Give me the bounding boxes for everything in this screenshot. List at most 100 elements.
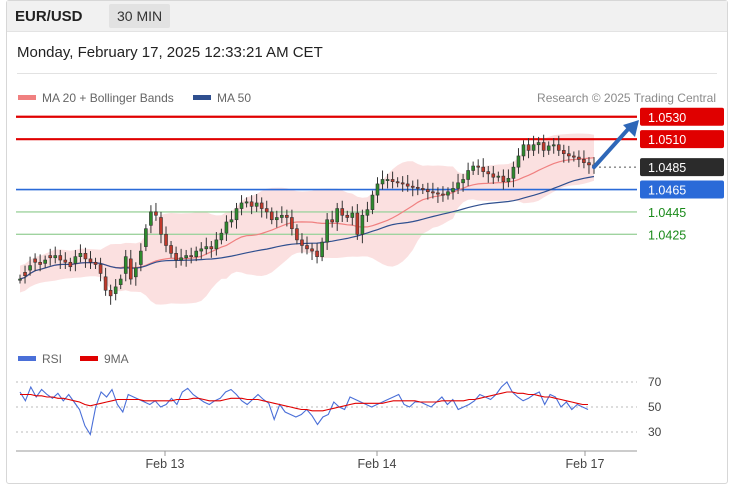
candle-body bbox=[390, 179, 395, 182]
level-box-1.0485 bbox=[640, 158, 724, 177]
candle-body bbox=[254, 202, 259, 207]
candle-body bbox=[335, 208, 340, 223]
legend-label-ma20: MA 20 + Bollinger Bands bbox=[42, 91, 174, 105]
candle-body bbox=[536, 142, 541, 146]
candle-body bbox=[466, 170, 470, 180]
legend-label-9ma: 9MA bbox=[104, 352, 129, 366]
x-tick-Feb 14: Feb 14 bbox=[358, 457, 397, 471]
candle-body bbox=[516, 155, 521, 168]
currency-pair: EUR/USD bbox=[15, 8, 83, 25]
candle-body bbox=[118, 278, 123, 285]
candle-body bbox=[98, 264, 103, 274]
rsi-tick-50: 50 bbox=[648, 400, 662, 414]
candle-body bbox=[280, 214, 284, 218]
candle-body bbox=[551, 144, 556, 147]
candle-body bbox=[159, 217, 163, 235]
candle-body bbox=[486, 171, 491, 175]
candle-body bbox=[108, 289, 113, 297]
candle-body bbox=[139, 250, 143, 265]
candle-body bbox=[209, 246, 214, 250]
divider bbox=[17, 73, 717, 74]
candle-body bbox=[421, 188, 425, 190]
candle-body bbox=[295, 228, 299, 241]
candle-body bbox=[154, 211, 158, 216]
candle-body bbox=[360, 214, 365, 235]
candle-body bbox=[572, 155, 576, 158]
candle-body bbox=[194, 250, 199, 257]
candle-body bbox=[587, 162, 591, 166]
level-label-1.0465: 1.0465 bbox=[648, 184, 686, 198]
chart-header: EUR/USD 30 MIN bbox=[7, 1, 727, 32]
candle-body bbox=[93, 261, 98, 265]
candle-body bbox=[28, 265, 32, 271]
candle-body bbox=[380, 179, 385, 185]
x-tick-Feb 13: Feb 13 bbox=[146, 457, 185, 471]
candle-body bbox=[214, 239, 219, 250]
candle-body bbox=[567, 153, 571, 157]
candle-body bbox=[189, 255, 193, 258]
candle-body bbox=[259, 202, 264, 209]
candle-body bbox=[561, 150, 566, 155]
candle-body bbox=[395, 181, 400, 184]
candle-body bbox=[83, 253, 88, 260]
level-label-1.0445: 1.0445 bbox=[648, 206, 686, 220]
candle-body bbox=[355, 212, 360, 235]
candle-body bbox=[18, 278, 22, 281]
bollinger-bands bbox=[20, 133, 594, 305]
rsi-ma-line bbox=[20, 391, 588, 412]
candle-body bbox=[370, 194, 375, 210]
candle-body bbox=[239, 202, 244, 209]
level-label-1.0530: 1.0530 bbox=[648, 111, 686, 125]
candle-body bbox=[43, 259, 47, 264]
candle-body bbox=[320, 241, 324, 257]
legend-label-ma50: MA 50 bbox=[217, 91, 251, 105]
candle-body bbox=[506, 178, 511, 182]
candle-body bbox=[310, 248, 314, 252]
candle-body bbox=[63, 259, 68, 263]
timeframe-button[interactable]: 30 MIN bbox=[109, 4, 171, 28]
bollinger-band-area bbox=[20, 133, 594, 305]
legend-label-rsi: RSI bbox=[42, 352, 62, 366]
candle-body bbox=[199, 248, 204, 252]
candle-body bbox=[128, 258, 133, 280]
candle-body bbox=[234, 208, 239, 221]
candle-body bbox=[441, 193, 445, 196]
rsi-tick-70: 70 bbox=[648, 375, 662, 389]
candle-body bbox=[476, 165, 480, 168]
candle-body bbox=[274, 217, 279, 221]
candle-body bbox=[400, 182, 405, 185]
candle-body bbox=[58, 255, 63, 261]
candle-body bbox=[285, 214, 289, 218]
candle-body bbox=[78, 253, 83, 257]
rsi-panel: 70 50 30 RSI 9MA bbox=[16, 352, 662, 439]
candle-body bbox=[496, 175, 501, 178]
candle-body bbox=[33, 258, 37, 263]
candle-body bbox=[204, 246, 209, 250]
rsi-tick-30: 30 bbox=[648, 425, 662, 439]
level-label-1.0425: 1.0425 bbox=[648, 228, 686, 242]
candle-body bbox=[556, 144, 561, 151]
candle-body bbox=[577, 156, 581, 160]
candle-body bbox=[375, 183, 380, 196]
candle-body bbox=[264, 208, 269, 213]
candle-body bbox=[53, 255, 58, 259]
candle-body bbox=[249, 201, 254, 207]
price-legend: MA 20 + Bollinger Bands MA 50 bbox=[18, 91, 251, 105]
candle-body bbox=[415, 186, 420, 189]
candle-body bbox=[174, 253, 178, 261]
candle-body bbox=[431, 191, 435, 194]
candle-body bbox=[103, 276, 108, 291]
candle-body bbox=[531, 144, 536, 151]
candle-body bbox=[436, 192, 440, 195]
candle-body bbox=[365, 209, 370, 216]
candle-body bbox=[68, 261, 73, 268]
candle-body bbox=[179, 257, 183, 261]
candle-body bbox=[461, 179, 465, 184]
credit: Research © 2025 Trading Central bbox=[537, 91, 716, 105]
candle-body bbox=[144, 228, 148, 247]
rsi-line bbox=[19, 381, 589, 436]
candle-body bbox=[340, 208, 345, 216]
candle-body bbox=[290, 217, 294, 229]
candle-body bbox=[491, 173, 496, 178]
